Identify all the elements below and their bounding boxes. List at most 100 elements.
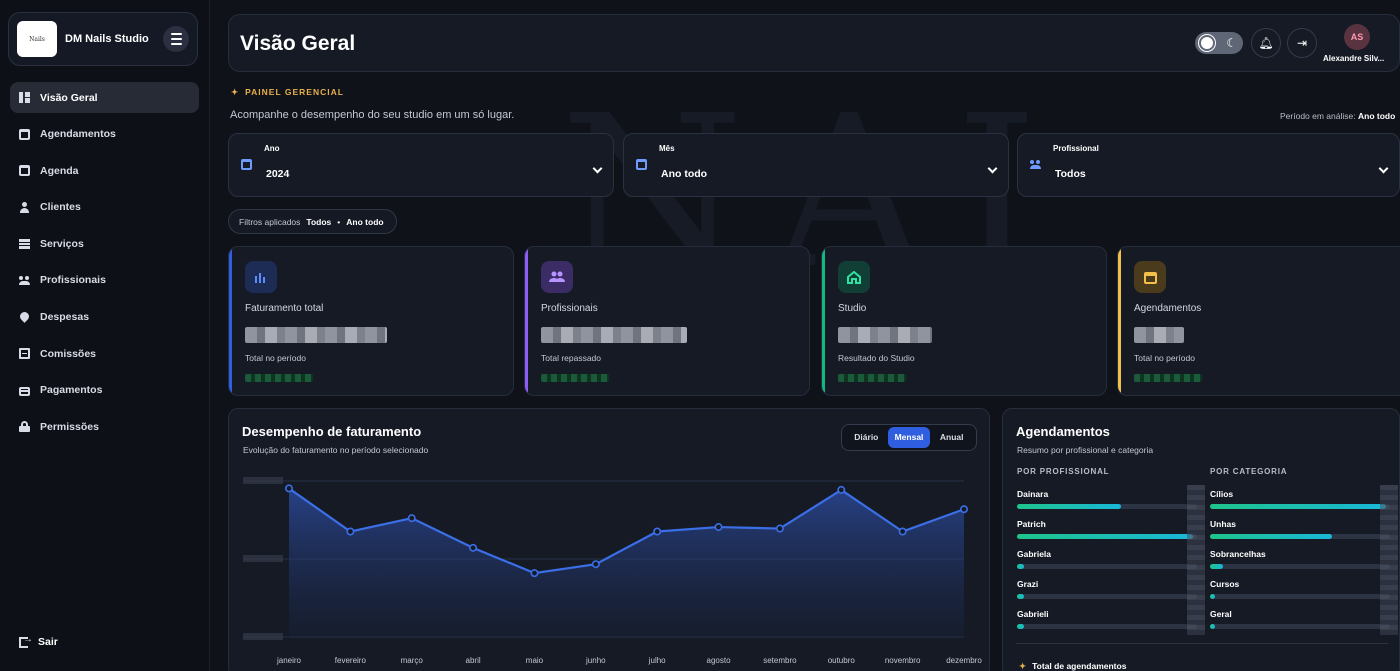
sidebar-item-despesas[interactable]: Despesas — [10, 302, 199, 333]
users-icon — [1030, 159, 1041, 170]
progress-track — [1210, 594, 1390, 599]
data-point[interactable] — [959, 505, 968, 514]
card-subtitle: Resultado do Studio — [838, 353, 915, 363]
brand-logo: Nails — [17, 21, 57, 57]
sidebar-item-label: Visão Geral — [40, 91, 98, 104]
redacted-count — [1187, 605, 1205, 635]
chevron-down-icon — [1378, 163, 1389, 174]
data-point[interactable] — [469, 543, 478, 552]
by-category-heading: POR CATEGORIA — [1210, 467, 1288, 476]
sidebar: Nails DM Nails Studio Visão Geral Agenda… — [0, 0, 210, 671]
appointment-row: Grazi — [1017, 575, 1205, 605]
data-point[interactable] — [284, 484, 293, 493]
sidebar-item-servicos[interactable]: Serviços — [10, 228, 199, 259]
data-point[interactable] — [898, 527, 907, 536]
redacted-count — [1187, 575, 1205, 605]
chevron-down-icon — [987, 163, 998, 174]
sidebar-item-label: Profissionais — [40, 274, 106, 287]
redacted-count — [1380, 515, 1398, 545]
redacted-trend — [838, 374, 906, 382]
sparkle-icon: ✦ — [1019, 661, 1027, 671]
list-icon — [19, 238, 30, 250]
notifications-button[interactable]: 🔔︎ — [1251, 28, 1281, 58]
chart-subtitle: Evolução do faturamento no período selec… — [243, 445, 429, 455]
theme-toggle[interactable]: ☾ — [1195, 32, 1243, 54]
logout-icon — [19, 634, 33, 648]
exit-button[interactable]: ⇥ — [1287, 28, 1317, 58]
logo-text: Nails — [29, 35, 45, 43]
sidebar-item-pagamentos[interactable]: Pagamentos — [10, 375, 199, 406]
total-label: Total de agendamentos — [1032, 661, 1127, 671]
year-select[interactable]: Ano 2024 — [228, 133, 614, 197]
calendar-icon — [1134, 261, 1166, 293]
sidebar-item-profissionais[interactable]: Profissionais — [10, 265, 199, 296]
data-point[interactable] — [714, 523, 723, 532]
sidebar-item-visao-geral[interactable]: Visão Geral — [10, 82, 199, 113]
logout-button[interactable]: Sair — [19, 634, 58, 648]
row-label: Grazi — [1017, 579, 1039, 589]
card-subtitle: Total no período — [1134, 353, 1195, 363]
toggle-diario[interactable]: Diário — [854, 432, 879, 442]
logout-icon: ⇥ — [1296, 36, 1308, 50]
card-agendamentos: Agendamentos Total no período — [1117, 246, 1400, 396]
pin-icon — [19, 312, 30, 323]
hamburger-menu-icon[interactable] — [163, 26, 189, 52]
moon-icon: ☾ — [1226, 36, 1237, 50]
chevron-down-icon — [592, 163, 603, 174]
progress-track — [1017, 624, 1197, 629]
sidebar-item-comissoes[interactable]: Comissões — [10, 338, 199, 369]
sun-icon — [1201, 37, 1213, 49]
appointment-row: Sobrancelhas — [1210, 545, 1398, 575]
sidebar-item-label: Permissões — [40, 420, 99, 433]
data-point[interactable] — [837, 485, 846, 494]
toggle-mensal[interactable]: Mensal — [887, 427, 931, 448]
progress-track — [1210, 624, 1390, 629]
row-label: Cursos — [1210, 579, 1240, 589]
redacted-count — [1380, 485, 1398, 515]
page-title: Visão Geral — [240, 32, 356, 55]
toggle-anual[interactable]: Anual — [939, 432, 964, 442]
data-point[interactable] — [653, 527, 662, 536]
card-accent — [822, 247, 825, 395]
lock-icon — [19, 421, 30, 433]
month-select[interactable]: Mês Ano todo — [623, 133, 1009, 197]
x-tick-label: janeiro — [276, 656, 302, 665]
data-point[interactable] — [407, 514, 416, 523]
appointments-title: Agendamentos — [1016, 424, 1110, 439]
bell-icon: 🔔︎ — [1258, 36, 1274, 50]
progress-track — [1017, 504, 1197, 509]
redacted-count — [1380, 575, 1398, 605]
row-label: Gabrieli — [1017, 609, 1049, 619]
data-point[interactable] — [775, 524, 784, 533]
revenue-chart-panel: janeiro fevereiro março abril maio junho julho… — [228, 408, 990, 671]
users-icon — [541, 261, 573, 293]
sidebar-item-agendamentos[interactable]: Agendamentos — [10, 119, 199, 150]
sidebar-item-label: Agenda — [40, 164, 79, 177]
card-title: Studio — [838, 303, 867, 314]
progress-track — [1210, 504, 1390, 509]
filter-value: Ano todo — [661, 168, 708, 180]
filter-value: 2024 — [266, 168, 290, 180]
card-accent — [1118, 247, 1121, 395]
progress-fill — [1210, 594, 1215, 599]
data-point[interactable] — [346, 527, 355, 536]
data-point[interactable] — [591, 560, 600, 569]
card-subtitle: Total no período — [245, 353, 306, 363]
card-icon — [19, 386, 30, 396]
redacted-y-label — [243, 633, 283, 640]
professional-select[interactable]: Profissional Todos — [1017, 133, 1400, 197]
sidebar-item-clientes[interactable]: Clientes — [10, 192, 199, 223]
progress-fill — [1017, 504, 1121, 509]
x-tick-label: maio — [526, 656, 544, 665]
progress-fill — [1017, 564, 1024, 569]
sidebar-item-permissoes[interactable]: Permissões — [10, 411, 199, 442]
avatar[interactable]: AS — [1344, 24, 1370, 50]
data-point[interactable] — [530, 569, 539, 578]
sidebar-item-label: Serviços — [40, 237, 84, 250]
series-line — [288, 487, 965, 575]
sidebar-item-agenda[interactable]: Agenda — [10, 155, 199, 186]
user-name[interactable]: Alexandre Silv... — [1323, 54, 1385, 63]
separator-dot: • — [337, 216, 341, 227]
period-label: Período em análise: — [1280, 111, 1356, 121]
sidebar-item-label: Despesas — [40, 311, 90, 324]
